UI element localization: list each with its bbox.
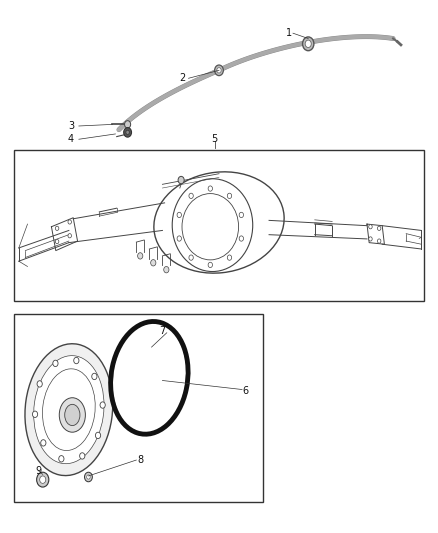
Ellipse shape — [59, 398, 85, 432]
Circle shape — [37, 381, 42, 387]
Circle shape — [227, 193, 232, 198]
Circle shape — [378, 226, 381, 230]
Bar — [14, 314, 262, 503]
Text: 1: 1 — [286, 28, 292, 38]
Ellipse shape — [25, 344, 113, 475]
Circle shape — [305, 40, 311, 47]
Circle shape — [138, 253, 143, 259]
Circle shape — [215, 65, 223, 76]
Circle shape — [369, 224, 372, 229]
Circle shape — [378, 239, 381, 243]
Circle shape — [189, 255, 193, 260]
Ellipse shape — [65, 405, 80, 425]
Circle shape — [85, 472, 92, 482]
Circle shape — [369, 237, 372, 241]
Circle shape — [177, 236, 181, 241]
Bar — [14, 150, 424, 301]
Ellipse shape — [111, 321, 188, 434]
Circle shape — [151, 260, 156, 266]
Circle shape — [55, 226, 59, 230]
Circle shape — [124, 120, 131, 128]
Circle shape — [208, 262, 212, 268]
Circle shape — [239, 236, 244, 241]
Text: 6: 6 — [242, 386, 248, 396]
Circle shape — [87, 475, 90, 479]
Circle shape — [80, 453, 85, 459]
Circle shape — [68, 233, 71, 238]
Ellipse shape — [115, 327, 184, 429]
Text: 2: 2 — [179, 73, 185, 83]
Circle shape — [217, 68, 221, 73]
Circle shape — [68, 220, 71, 224]
Circle shape — [178, 176, 184, 184]
Circle shape — [126, 130, 129, 134]
Circle shape — [53, 360, 58, 367]
Circle shape — [59, 456, 64, 462]
Text: 4: 4 — [68, 134, 74, 144]
Circle shape — [32, 411, 38, 417]
Circle shape — [37, 472, 49, 487]
Circle shape — [303, 37, 314, 51]
Text: 3: 3 — [68, 121, 74, 131]
Text: 7: 7 — [159, 326, 166, 336]
Circle shape — [95, 432, 101, 439]
Circle shape — [177, 212, 181, 217]
Circle shape — [55, 239, 59, 244]
Ellipse shape — [42, 369, 95, 450]
Circle shape — [74, 357, 79, 364]
Text: 8: 8 — [138, 455, 144, 465]
Ellipse shape — [154, 172, 284, 273]
Circle shape — [227, 255, 232, 260]
Circle shape — [92, 373, 97, 379]
Circle shape — [41, 440, 46, 446]
Ellipse shape — [34, 356, 104, 464]
Ellipse shape — [182, 193, 239, 260]
Circle shape — [124, 127, 131, 137]
Circle shape — [189, 193, 193, 198]
Circle shape — [239, 212, 244, 217]
Text: 9: 9 — [35, 466, 42, 475]
Circle shape — [164, 266, 169, 273]
Circle shape — [208, 186, 212, 191]
Circle shape — [40, 476, 46, 483]
Ellipse shape — [172, 179, 253, 271]
Text: 5: 5 — [212, 134, 218, 144]
Circle shape — [100, 402, 105, 408]
